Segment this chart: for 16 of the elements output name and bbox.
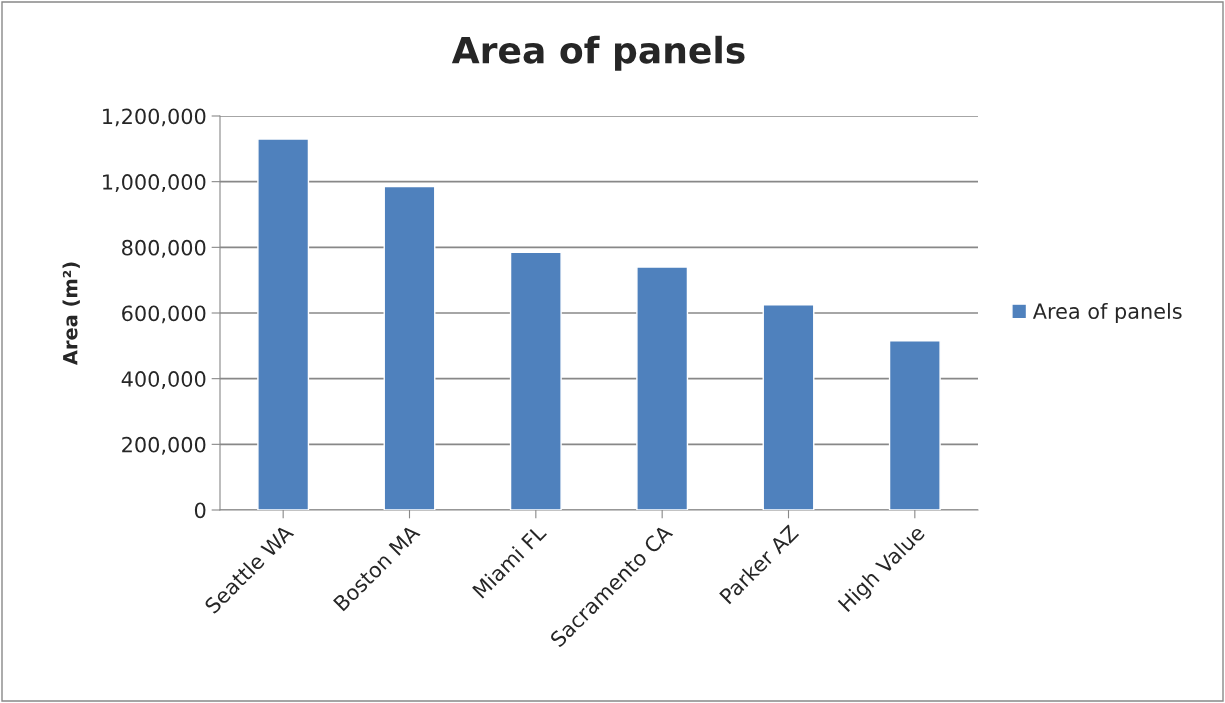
bar — [636, 266, 689, 510]
y-tick-label: 0 — [194, 502, 206, 519]
bar — [509, 251, 562, 510]
legend-label: Area of panels — [1032, 302, 1182, 324]
y-tick-label: 800,000 — [122, 239, 206, 258]
y-tick-label: 200,000 — [122, 436, 206, 455]
y-tick-label: 1,200,000 — [103, 108, 206, 127]
bar — [257, 138, 310, 510]
y-axis-title: Area (m²) — [62, 262, 80, 366]
y-tick-label: 1,000,000 — [103, 174, 206, 192]
y-tick-label: 600,000 — [122, 305, 206, 324]
chart-title: Area of panels — [451, 35, 745, 71]
bar — [383, 185, 436, 510]
bar — [762, 304, 815, 510]
bar — [888, 340, 941, 510]
y-tick-label: 400,000 — [121, 371, 206, 389]
